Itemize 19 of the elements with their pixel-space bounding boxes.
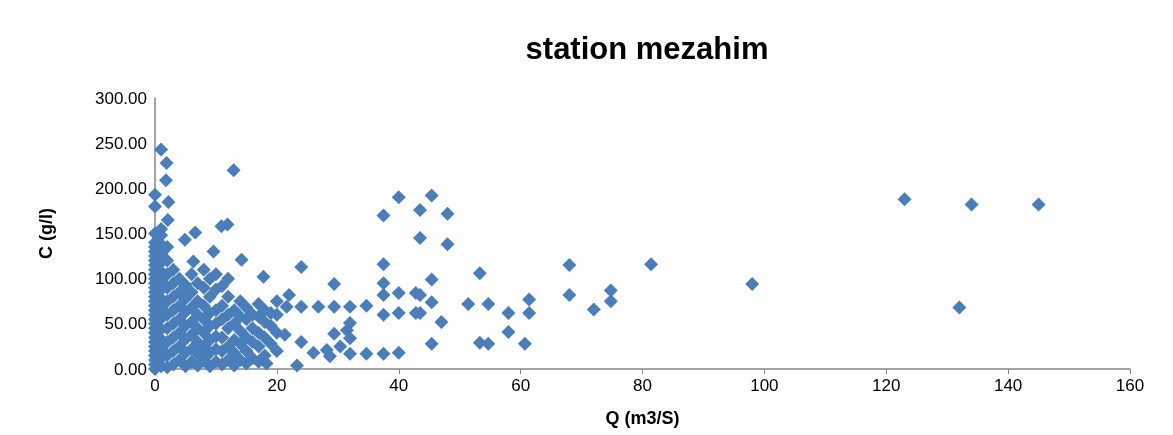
y-tick-label: 250.00 — [95, 133, 147, 153]
y-tick-label: 100.00 — [95, 269, 147, 289]
x-tick-label: 140 — [993, 376, 1023, 395]
x-tick-label: 100 — [750, 376, 779, 395]
x-tick-label: 0 — [150, 376, 160, 395]
y-tick-label: 200.00 — [95, 178, 147, 198]
x-tick-label: 160 — [1115, 376, 1145, 395]
y-tick-label: 50.00 — [104, 314, 147, 334]
y-tick-label: 0.00 — [113, 359, 147, 379]
x-tick-label: 80 — [633, 376, 652, 395]
y-tick-label: 300.00 — [95, 88, 147, 108]
x-tick-label: 40 — [389, 376, 409, 395]
chart-title: station mezahim — [525, 31, 769, 66]
y-axis-title: C (g/l) — [36, 208, 56, 259]
x-tick-label: 20 — [267, 376, 287, 395]
y-tick-label: 150.00 — [95, 224, 147, 243]
x-tick-label: 60 — [511, 376, 531, 395]
x-tick-label: 120 — [872, 376, 901, 395]
x-axis-title: Q (m3/S) — [605, 408, 680, 428]
